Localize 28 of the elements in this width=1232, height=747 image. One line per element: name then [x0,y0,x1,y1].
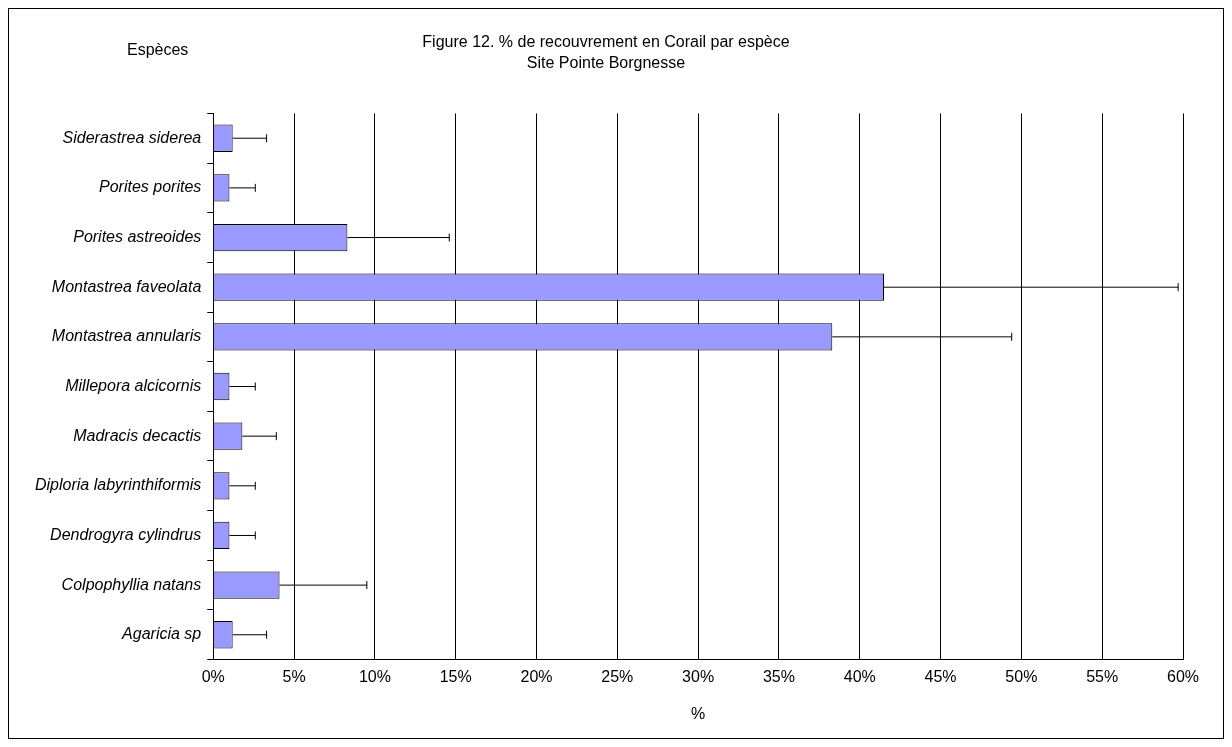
x-tick-label: 60% [1166,667,1200,685]
x-axis-title: % [691,704,706,722]
y-tick-label: Millepora alcicornis [65,376,202,394]
x-tick-label: 0% [201,667,225,685]
y-tick-label: Agaricia sp [121,625,202,643]
chart-title: Figure 12. % de recouvrement en Corail par espèce [422,33,790,51]
y-tick-label: Colpophyllia natans [61,575,202,593]
y-tick-label: Madracis decactis [73,426,202,444]
y-tick-label: Diploria labyrinthiformis [34,476,202,494]
y-tick-label: Dendrogyra cylindrus [50,525,202,543]
x-tick-label: 30% [682,667,715,685]
y-tick-label: Montastrea faveolata [51,277,202,295]
x-tick-label: 15% [439,667,472,685]
x-tick-label: 45% [924,667,957,685]
y-axis-title: Espèces [127,41,189,59]
y-tick-label: Porites astreoides [73,227,202,245]
y-tick-label: Siderastrea siderea [62,128,202,146]
x-tick-label: 35% [762,667,795,685]
x-tick-label: 55% [1086,667,1119,685]
chart-subtitle: Site Pointe Borgnesse [526,54,686,72]
y-tick-label: Porites porites [99,178,202,196]
x-tick-label: 10% [358,667,391,685]
x-tick-label: 20% [520,667,553,685]
x-tick-label: 40% [843,667,876,685]
y-tick-label: Montastrea annularis [51,327,202,345]
x-tick-label: 25% [601,667,634,685]
x-tick-label: 50% [1005,667,1038,685]
x-tick-label: 5% [282,667,306,685]
